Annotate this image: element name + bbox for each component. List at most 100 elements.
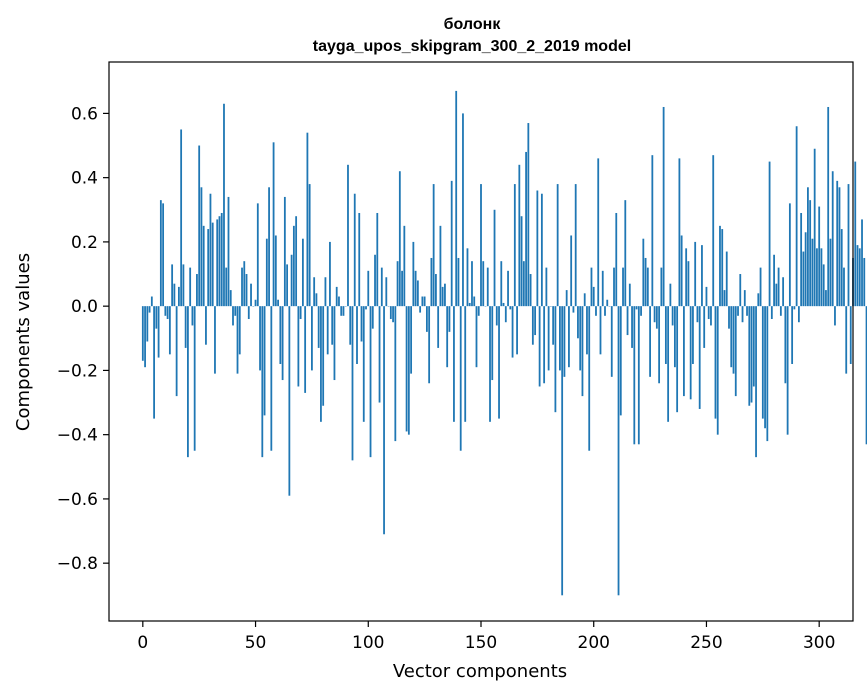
- bar-56: [268, 187, 270, 307]
- bar-289: [793, 306, 796, 310]
- bar-54: [263, 306, 266, 416]
- bar-113: [396, 261, 399, 307]
- y-tick-label: 0.0: [71, 297, 98, 317]
- bar-7: [157, 306, 160, 358]
- bar-186: [561, 306, 564, 596]
- bar-76: [313, 277, 316, 307]
- bar-104: [376, 212, 379, 307]
- chart-subtitle: tayga_upos_skipgram_300_2_2019 model: [313, 38, 631, 55]
- bar-190: [570, 235, 573, 307]
- bar-299: [816, 248, 818, 307]
- bar-309: [838, 187, 841, 307]
- bar-30: [209, 193, 212, 307]
- bar-259: [725, 251, 728, 307]
- y-tick-label: −0.8: [57, 554, 98, 574]
- bar-314: [849, 306, 852, 364]
- bar-82: [326, 306, 329, 355]
- bar-136: [448, 306, 451, 332]
- bar-16: [177, 286, 180, 307]
- bar-268: [746, 306, 748, 316]
- bar-301: [820, 248, 823, 307]
- y-tick-label: −0.2: [57, 361, 98, 381]
- bar-100: [367, 270, 370, 307]
- bar-126: [425, 306, 428, 332]
- bar-221: [640, 306, 642, 316]
- bar-124: [421, 296, 424, 307]
- x-tick-label: 100: [352, 633, 384, 653]
- bar-88: [340, 306, 343, 316]
- bar-127: [428, 306, 431, 384]
- bar-290: [795, 126, 798, 307]
- bar-252: [710, 306, 712, 326]
- x-axis-label: Vector components: [393, 661, 567, 682]
- bar-256: [719, 225, 721, 307]
- bar-57: [270, 306, 273, 451]
- bar-75: [311, 306, 313, 371]
- bar-266: [741, 306, 744, 323]
- bar-111: [392, 306, 394, 323]
- bar-260: [728, 306, 730, 329]
- bar-209: [613, 267, 615, 307]
- bar-295: [807, 187, 809, 307]
- bar-145: [468, 302, 471, 307]
- bar-217: [631, 306, 633, 348]
- bar-138: [453, 306, 455, 422]
- bar-265: [739, 274, 742, 307]
- bar-168: [520, 216, 523, 307]
- bar-156: [493, 209, 496, 307]
- bar-229: [658, 306, 661, 384]
- bar-318: [858, 248, 861, 307]
- bar-123: [419, 306, 422, 313]
- bar-24: [196, 274, 198, 307]
- bar-291: [797, 306, 800, 323]
- bar-20: [187, 306, 189, 458]
- bar-274: [759, 267, 762, 307]
- bar-149: [477, 306, 480, 316]
- bar-180: [547, 306, 550, 371]
- bar-231: [662, 106, 665, 307]
- bar-206: [606, 299, 609, 307]
- bar-128: [430, 257, 433, 307]
- bar-294: [804, 232, 807, 307]
- bar-8: [159, 200, 162, 307]
- bar-214: [624, 200, 627, 307]
- bar-219: [635, 306, 638, 310]
- bar-52: [259, 306, 261, 371]
- bar-45: [243, 261, 246, 307]
- bar-155: [491, 306, 494, 381]
- bar-202: [597, 158, 600, 307]
- bar-237: [676, 306, 679, 413]
- bar-235: [671, 306, 674, 326]
- x-tick-label: 0: [137, 633, 148, 653]
- x-axis-ticks: 0 50 100 150 200 250 300: [137, 621, 835, 653]
- bar-13: [171, 264, 174, 307]
- bar-304: [827, 106, 830, 307]
- bar-293: [802, 251, 805, 307]
- bar-41: [234, 306, 237, 316]
- bar-204: [601, 270, 604, 307]
- y-axis-label: Components values: [13, 253, 34, 431]
- bar-58: [272, 142, 275, 307]
- bar-251: [707, 306, 710, 320]
- bar-208: [610, 306, 613, 377]
- bar-33: [216, 219, 219, 307]
- bar-11: [166, 306, 169, 320]
- bar-59: [274, 235, 277, 307]
- bar-300: [818, 206, 821, 307]
- bar-137: [450, 180, 453, 307]
- bar-279: [770, 306, 773, 320]
- bar-183: [554, 306, 557, 413]
- bar-27: [202, 225, 205, 307]
- bar-269: [748, 306, 751, 406]
- bar-216: [628, 283, 631, 307]
- bar-200: [592, 286, 595, 307]
- bar-212: [619, 306, 622, 416]
- y-tick-label: 0.6: [71, 104, 98, 124]
- bar-159: [500, 261, 503, 307]
- bar-242: [687, 261, 690, 307]
- x-tick-label: 50: [245, 633, 267, 653]
- bar-73: [306, 132, 309, 307]
- bar-53: [261, 306, 264, 458]
- bar-284: [782, 277, 785, 307]
